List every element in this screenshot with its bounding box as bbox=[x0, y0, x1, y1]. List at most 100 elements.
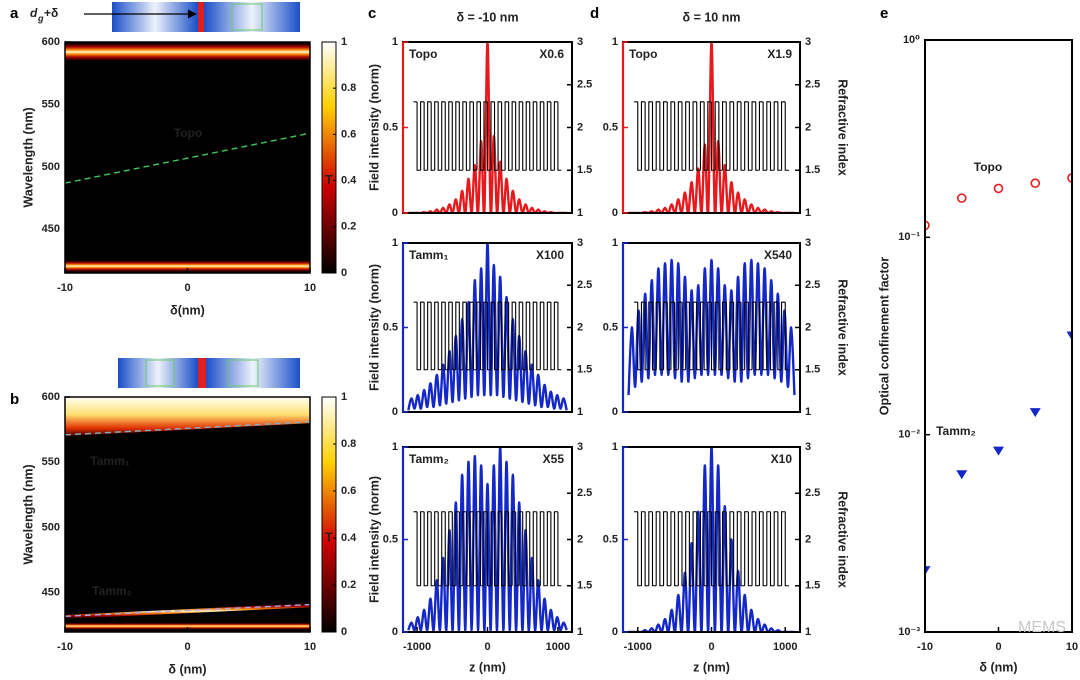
x-tick-label: 0 bbox=[995, 641, 1001, 653]
index-step bbox=[762, 511, 767, 587]
index-step bbox=[744, 301, 749, 370]
index-step bbox=[755, 511, 760, 587]
index-step bbox=[518, 101, 523, 171]
index-step bbox=[762, 302, 767, 371]
index-step bbox=[444, 302, 449, 371]
axis-label: δ (nm) bbox=[168, 662, 206, 676]
y-tick-label: 0 bbox=[612, 626, 618, 638]
index-step bbox=[462, 511, 467, 586]
index-step bbox=[497, 301, 502, 370]
index-step bbox=[522, 101, 527, 171]
y-tick-label: 1 bbox=[805, 406, 811, 418]
schematic-cell bbox=[112, 2, 198, 32]
y-tick-label: 1 bbox=[392, 36, 398, 48]
index-step bbox=[707, 511, 712, 586]
index-step bbox=[703, 302, 708, 371]
y-tick-label: 1.5 bbox=[805, 580, 820, 592]
schematic-label: +δ bbox=[44, 6, 58, 20]
x-tick-label: -1000 bbox=[624, 641, 652, 653]
index-step bbox=[455, 101, 460, 171]
index-step bbox=[420, 511, 425, 586]
index-step bbox=[515, 511, 520, 587]
index-step bbox=[670, 301, 675, 370]
y-tick-label: 500 bbox=[42, 521, 60, 533]
index-step bbox=[536, 511, 541, 587]
index-step bbox=[430, 302, 435, 371]
axis-label: Optical confinement factor bbox=[877, 257, 891, 415]
colorbar-label: T bbox=[325, 530, 333, 544]
y-tick-label: 2.5 bbox=[577, 79, 592, 91]
index-step bbox=[423, 302, 428, 371]
index-step bbox=[751, 101, 756, 171]
y-tick-label: 0.5 bbox=[383, 321, 398, 333]
index-step bbox=[458, 101, 463, 171]
panel-letter: a bbox=[10, 5, 19, 22]
panel-letter: e bbox=[880, 5, 888, 22]
index-step bbox=[655, 301, 660, 370]
y-tick-label: 3 bbox=[577, 36, 583, 48]
index-step bbox=[674, 302, 679, 371]
index-step bbox=[781, 301, 786, 370]
index-step bbox=[722, 101, 727, 171]
colorbar-tick-label: 0.2 bbox=[341, 221, 356, 233]
y-tick-label: 0.5 bbox=[603, 321, 618, 333]
index-step bbox=[733, 101, 738, 171]
axis-label: Wavelength (nm) bbox=[21, 107, 35, 207]
marker-triangle bbox=[993, 446, 1004, 456]
index-step bbox=[462, 301, 467, 370]
index-step bbox=[529, 511, 534, 587]
index-step bbox=[532, 301, 537, 370]
index-step bbox=[736, 301, 741, 370]
index-step bbox=[543, 101, 548, 171]
index-step bbox=[557, 101, 562, 171]
index-step bbox=[501, 101, 506, 171]
plot-frame bbox=[924, 39, 1073, 633]
index-step bbox=[655, 511, 660, 586]
y-tick-label: 1 bbox=[805, 626, 811, 638]
index-step bbox=[479, 511, 484, 587]
x-tick-label: 1000 bbox=[546, 641, 570, 653]
index-step bbox=[451, 101, 456, 171]
colorbar-tick-label: 0.8 bbox=[341, 438, 356, 450]
index-step bbox=[511, 511, 516, 586]
index-step bbox=[784, 511, 789, 587]
resonance-band bbox=[65, 260, 310, 272]
index-step bbox=[511, 301, 516, 370]
axis-label: z (nm) bbox=[469, 660, 506, 674]
y-tick-label: 2.5 bbox=[577, 487, 592, 499]
index-step bbox=[423, 511, 428, 587]
index-step bbox=[744, 511, 749, 586]
index-step bbox=[733, 302, 738, 371]
scale-annotation: X55 bbox=[543, 452, 565, 466]
index-step bbox=[469, 511, 474, 586]
index-step bbox=[784, 302, 789, 371]
index-step bbox=[688, 101, 694, 171]
index-step bbox=[781, 511, 786, 586]
index-step bbox=[703, 101, 708, 171]
colorbar-tick-label: 0 bbox=[341, 626, 347, 638]
marker-circle bbox=[993, 183, 1004, 194]
index-step bbox=[416, 511, 421, 587]
index-step bbox=[758, 511, 764, 586]
index-step bbox=[674, 101, 679, 171]
index-step bbox=[469, 301, 474, 370]
index-step bbox=[550, 302, 555, 371]
index-step bbox=[659, 101, 664, 171]
colorbar-tick-label: 0.4 bbox=[341, 532, 357, 544]
index-step bbox=[444, 511, 449, 587]
index-step bbox=[729, 101, 734, 171]
watermark: MEMS bbox=[1018, 619, 1066, 636]
index-step bbox=[486, 101, 492, 171]
index-step bbox=[714, 511, 719, 586]
y-tick-label: 1 bbox=[392, 441, 398, 453]
index-step bbox=[427, 101, 432, 171]
index-step bbox=[504, 301, 509, 370]
index-step bbox=[777, 511, 782, 587]
field-curve bbox=[408, 42, 567, 213]
y-tick-label: 3 bbox=[805, 237, 811, 249]
index-step bbox=[784, 101, 789, 171]
index-step bbox=[476, 301, 481, 370]
index-step bbox=[685, 101, 690, 171]
mode-label: Topo bbox=[409, 47, 437, 61]
